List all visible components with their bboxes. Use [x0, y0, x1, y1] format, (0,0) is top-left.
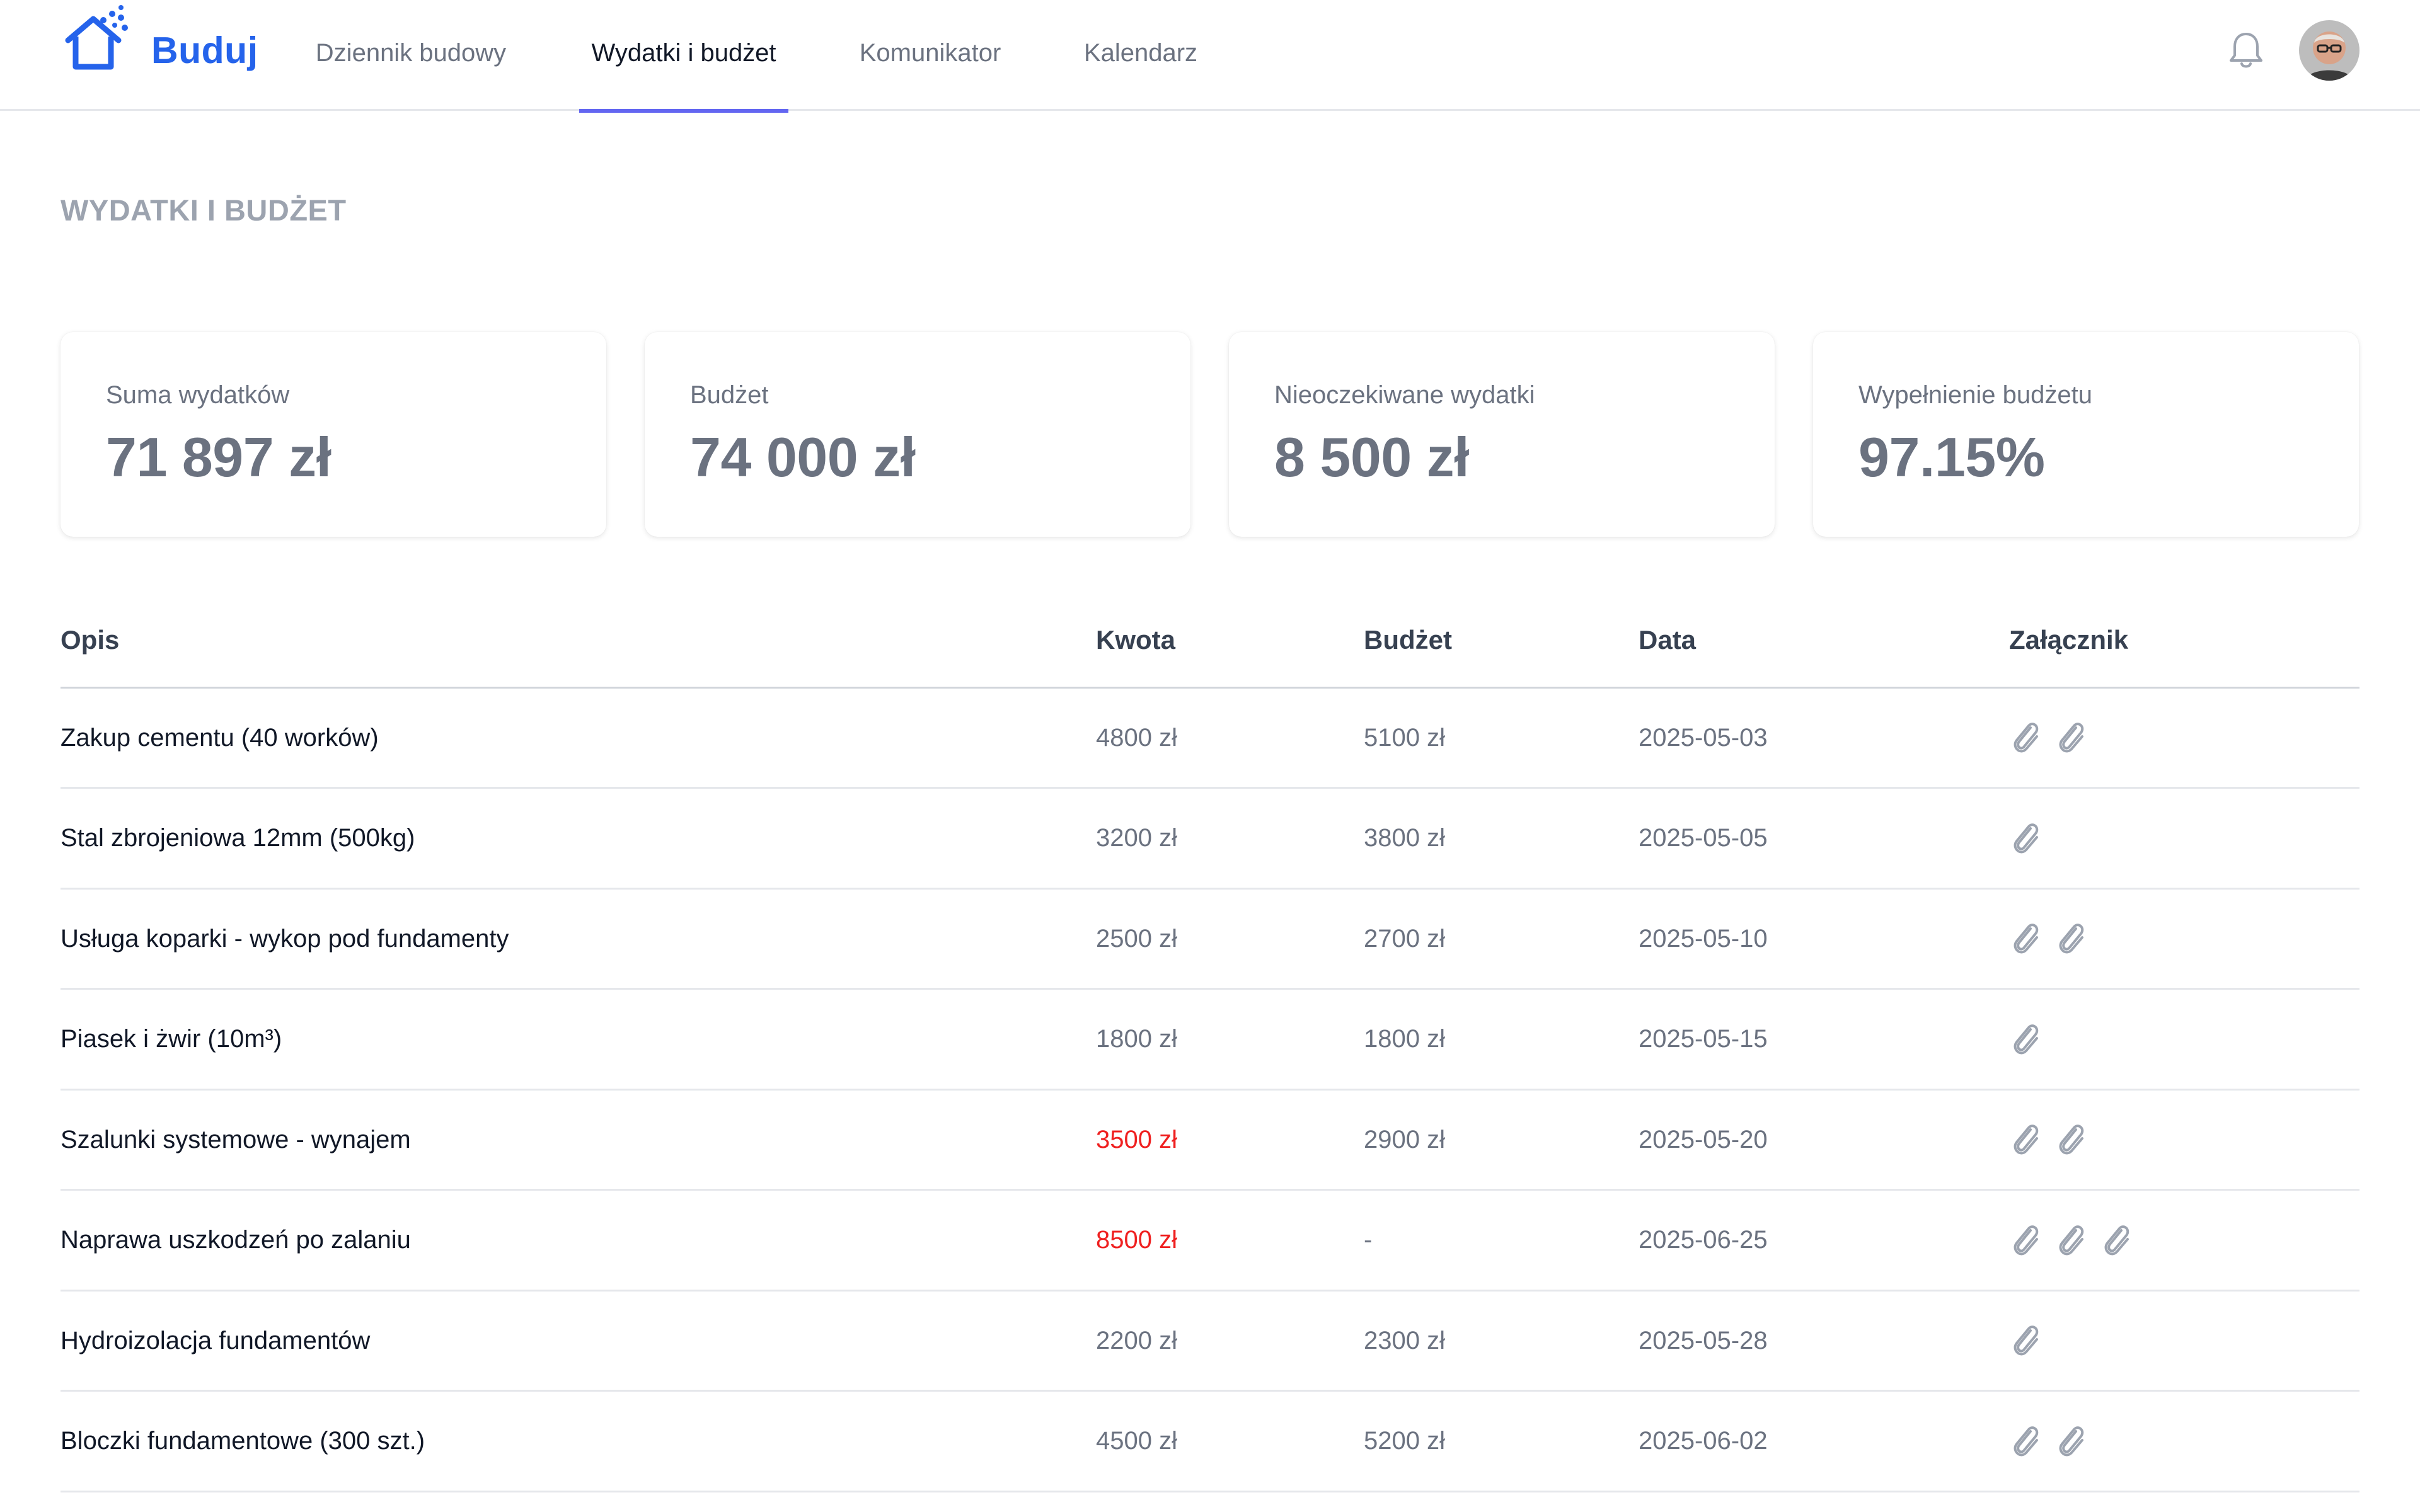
- attachments-cell: [2009, 689, 2087, 787]
- expense-description: Szalunki systemowe - wynajem: [60, 1125, 411, 1154]
- paperclip-icon[interactable]: [2009, 1222, 2042, 1259]
- attachments-cell: [2009, 1091, 2087, 1189]
- stat-label: Budżet: [690, 381, 769, 409]
- table-row[interactable]: Hydroizolacja fundamentów 2200 zł 2300 zł 2…: [60, 1292, 2360, 1392]
- attachments-cell: [2009, 1392, 2087, 1491]
- nav-tab-wydatki-i-budzet[interactable]: Wydatki i budżet: [579, 0, 788, 113]
- page-title: WYDATKI I BUDŻET: [60, 193, 347, 227]
- expense-description: Bloczki fundamentowe (300 szt.): [60, 1427, 425, 1455]
- paperclip-icon[interactable]: [2054, 1423, 2087, 1460]
- attachments-cell: [2009, 1292, 2042, 1390]
- avatar[interactable]: [2299, 20, 2360, 81]
- stat-card-unexpected-expenses: Nieoczekiwane wydatki 8 500 zł: [1229, 332, 1775, 537]
- expense-date: 2025-06-02: [1639, 1427, 1768, 1455]
- column-header-data[interactable]: Data: [1639, 625, 1697, 655]
- bell-icon[interactable]: [2227, 30, 2265, 71]
- table-row[interactable]: Usługa koparki - wykop pod fundamenty 250…: [60, 890, 2360, 990]
- expense-date: 2025-05-15: [1639, 1025, 1768, 1053]
- nav-tab-dziennik-budowy[interactable]: Dziennik budowy: [315, 38, 507, 67]
- column-header-zalacznik[interactable]: Załącznik: [2009, 625, 2129, 655]
- expense-amount: 4800 zł: [1096, 723, 1177, 752]
- expense-budget: 2300 zł: [1364, 1326, 1445, 1354]
- stat-label: Wypełnienie budżetu: [1858, 381, 2092, 409]
- top-navigation-bar: Buduj Dziennik budowy Wydatki i budżet K…: [0, 0, 2420, 113]
- expense-amount: 4500 zł: [1096, 1427, 1177, 1455]
- expense-amount: 3500 zł: [1096, 1125, 1177, 1154]
- expense-description: Naprawa uszkodzeń po zalaniu: [60, 1226, 411, 1254]
- expense-description: Hydroizolacja fundamentów: [60, 1326, 371, 1354]
- paperclip-icon[interactable]: [2054, 920, 2087, 958]
- paperclip-icon[interactable]: [2009, 1322, 2042, 1360]
- paperclip-icon[interactable]: [2009, 719, 2042, 757]
- expense-budget: 3800 zł: [1364, 824, 1445, 852]
- column-header-kwota[interactable]: Kwota: [1096, 625, 1175, 655]
- expense-amount: 8500 zł: [1096, 1226, 1177, 1254]
- expense-budget: -: [1364, 1226, 1373, 1254]
- paperclip-icon[interactable]: [2009, 1423, 2042, 1460]
- nav-tab-komunikator[interactable]: Komunikator: [859, 38, 1001, 67]
- column-header-budzet[interactable]: Budżet: [1364, 625, 1452, 655]
- stat-card-budget: Budżet 74 000 zł: [645, 332, 1190, 537]
- paperclip-icon[interactable]: [2054, 1121, 2087, 1159]
- brand-name[interactable]: Buduj: [151, 30, 258, 71]
- expense-date: 2025-05-10: [1639, 924, 1768, 953]
- table-row[interactable]: Piasek i żwir (10m³) 1800 zł 1800 zł 2025-0…: [60, 990, 2360, 1091]
- expense-date: 2025-05-28: [1639, 1326, 1768, 1354]
- column-header-opis[interactable]: Opis: [60, 625, 120, 655]
- expense-description: Zakup cementu (40 worków): [60, 723, 379, 752]
- expense-date: 2025-05-05: [1639, 824, 1768, 852]
- paperclip-icon[interactable]: [2009, 820, 2042, 857]
- stat-card-total-expenses: Suma wydatków 71 897 zł: [60, 332, 606, 537]
- paperclip-icon[interactable]: [2009, 920, 2042, 958]
- expense-description: Usługa koparki - wykop pod fundamenty: [60, 924, 509, 953]
- stat-value: 8 500 zł: [1274, 426, 1470, 488]
- house-logo-icon[interactable]: [62, 5, 136, 74]
- expense-amount: 3200 zł: [1096, 824, 1177, 852]
- stat-value: 97.15%: [1858, 426, 2045, 488]
- attachments-cell: [2009, 1191, 2133, 1290]
- attachments-cell: [2009, 789, 2042, 888]
- expense-budget: 1800 zł: [1364, 1025, 1445, 1053]
- expense-date: 2025-05-03: [1639, 723, 1768, 752]
- paperclip-icon[interactable]: [2009, 1021, 2042, 1058]
- expense-budget: 5200 zł: [1364, 1427, 1445, 1455]
- expense-budget: 2700 zł: [1364, 924, 1445, 953]
- nav-tab-kalendarz[interactable]: Kalendarz: [1083, 38, 1198, 67]
- expense-amount: 1800 zł: [1096, 1025, 1177, 1053]
- expense-amount: 2200 zł: [1096, 1326, 1177, 1354]
- table-row[interactable]: Naprawa uszkodzeń po zalaniu 8500 zł - 2025…: [60, 1191, 2360, 1292]
- stat-card-budget-usage: Wypełnienie budżetu 97.15%: [1813, 332, 2359, 537]
- paperclip-icon[interactable]: [2054, 719, 2087, 757]
- stat-value: 71 897 zł: [106, 426, 331, 488]
- paperclip-icon[interactable]: [2100, 1222, 2133, 1259]
- paperclip-icon[interactable]: [2009, 1121, 2042, 1159]
- expense-budget: 5100 zł: [1364, 723, 1445, 752]
- table-row[interactable]: Stal zbrojeniowa 12mm (500kg) 3200 zł 3800…: [60, 789, 2360, 890]
- expense-budget: 2900 zł: [1364, 1125, 1445, 1154]
- expense-description: Piasek i żwir (10m³): [60, 1025, 282, 1053]
- table-header-divider: [60, 687, 2360, 689]
- table-row[interactable]: Zakup cementu (40 worków) 4800 zł 5100 zł 2…: [60, 689, 2360, 789]
- expense-amount: 2500 zł: [1096, 924, 1177, 953]
- attachments-cell: [2009, 890, 2087, 988]
- expense-date: 2025-06-25: [1639, 1226, 1768, 1254]
- table-row[interactable]: Szalunki systemowe - wynajem 3500 zł 2900 …: [60, 1091, 2360, 1191]
- stat-label: Nieoczekiwane wydatki: [1274, 381, 1535, 409]
- stat-value: 74 000 zł: [690, 426, 916, 488]
- table-row[interactable]: Bloczki fundamentowe (300 szt.) 4500 zł 52…: [60, 1392, 2360, 1492]
- paperclip-icon[interactable]: [2054, 1222, 2087, 1259]
- attachments-cell: [2009, 990, 2042, 1089]
- stat-label: Suma wydatków: [106, 381, 290, 409]
- expense-date: 2025-05-20: [1639, 1125, 1768, 1154]
- expense-description: Stal zbrojeniowa 12mm (500kg): [60, 824, 415, 852]
